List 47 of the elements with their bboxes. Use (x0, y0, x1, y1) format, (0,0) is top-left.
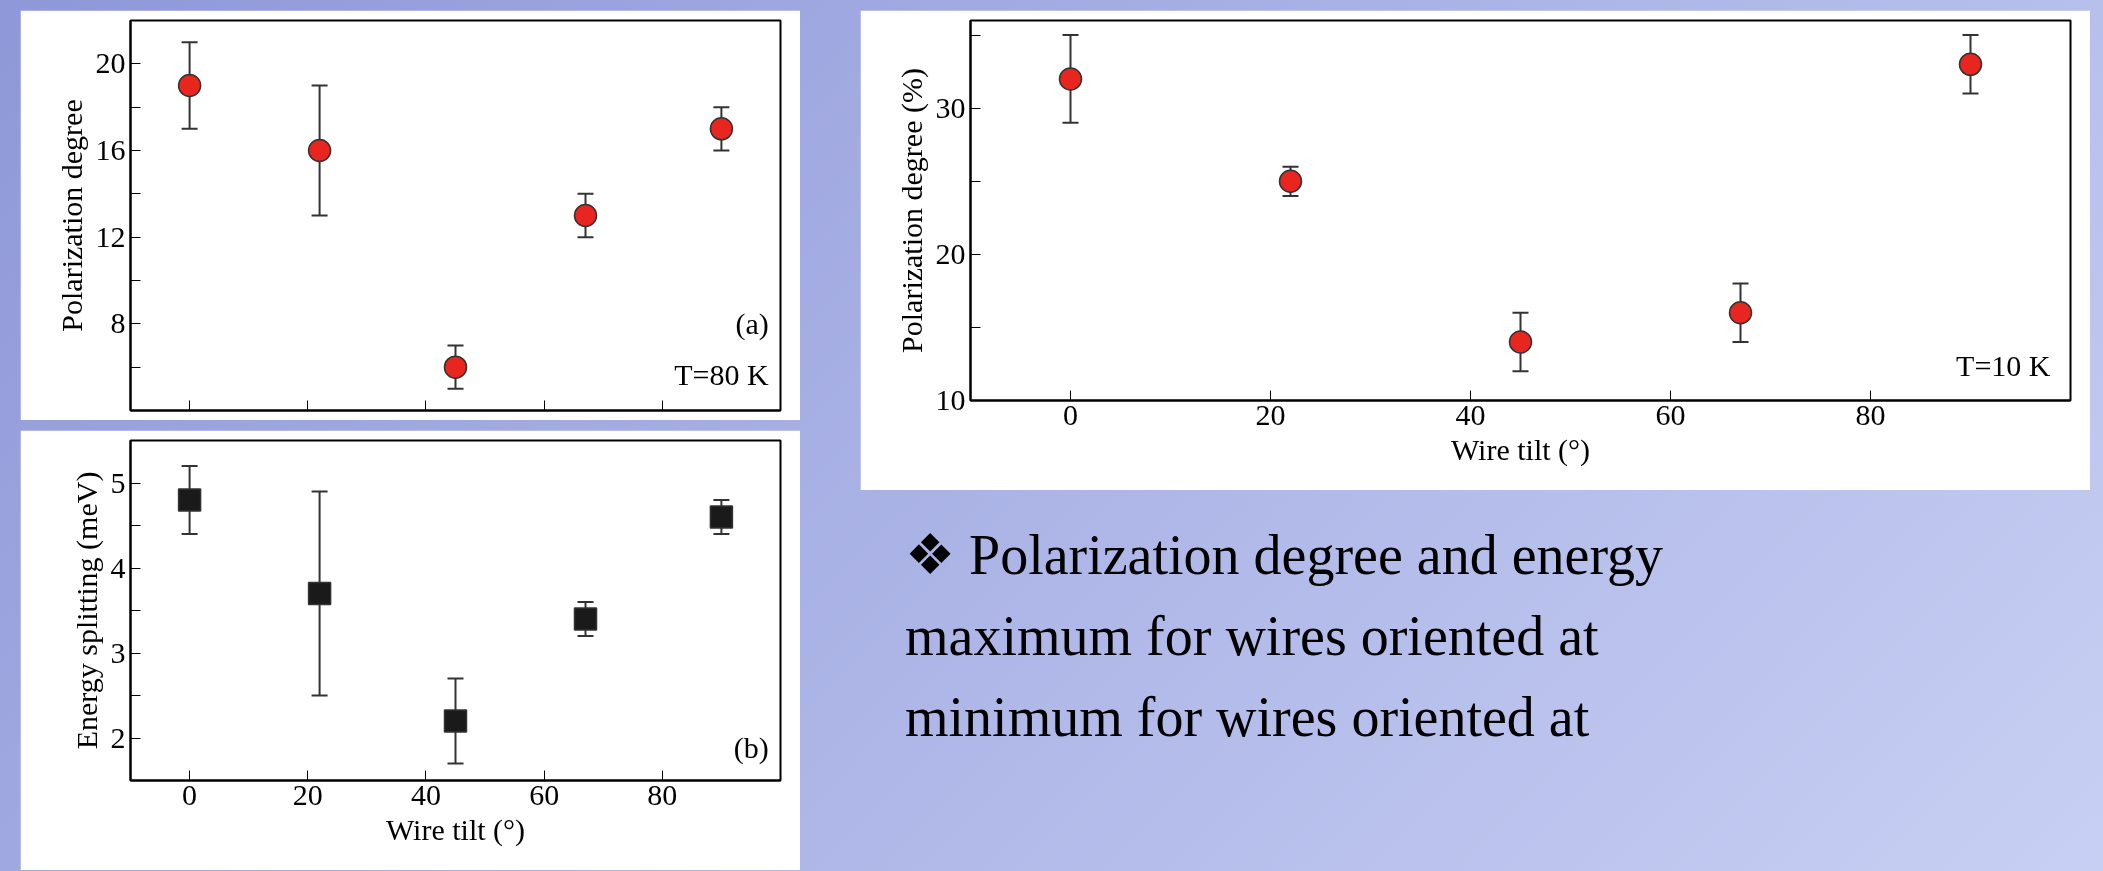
x-tick-label: 60 (1655, 397, 1686, 431)
x-tick-label: 0 (1063, 397, 1078, 431)
x-tick-label: 40 (1455, 397, 1486, 431)
y-axis-title: Energy splitting (meV) (69, 471, 104, 750)
point (177, 73, 202, 98)
y-tick-label: 4 (110, 550, 126, 584)
annotation: T=80 K (674, 358, 770, 391)
y-tick-label: 2 (110, 720, 126, 754)
point (1728, 301, 1753, 325)
text: maximum for wires oriented at (905, 605, 1599, 668)
y-tick-label: 10 (935, 383, 966, 416)
y-tick-label: 12 (95, 219, 126, 253)
x-tick-label: 40 (410, 777, 441, 811)
y-axis-title: Polarization degree (%) (894, 68, 929, 353)
y-axis-title: Polarization degree (54, 99, 88, 332)
point (1508, 330, 1533, 354)
point (443, 355, 468, 379)
x-tick-label: 80 (1855, 397, 1886, 431)
x-tick-label: 60 (529, 777, 560, 811)
y-tick-label: 30 (935, 90, 966, 124)
point (177, 488, 202, 512)
point (573, 203, 598, 228)
text: minimum for wires oriented at (905, 686, 1590, 749)
point (709, 505, 734, 529)
y-tick-label: 20 (95, 46, 126, 80)
x-tick-label: 80 (647, 777, 678, 811)
annotation: (a) (735, 307, 769, 342)
text: ❖ Polarization degree and energy (905, 524, 1664, 586)
y-tick-label: 16 (95, 133, 126, 166)
point (307, 581, 332, 606)
point (443, 709, 468, 733)
point (709, 117, 734, 141)
x-tick-label: 20 (292, 777, 323, 811)
y-tick-label: 8 (110, 306, 126, 340)
annotation: T=10 K (1956, 348, 2051, 382)
point (1958, 52, 1983, 77)
y-tick-label: 5 (110, 465, 126, 499)
point (1058, 67, 1083, 91)
annotation: (b) (733, 730, 769, 765)
x-axis-title: Wire tilt (°) (1450, 432, 1591, 467)
point (307, 138, 332, 163)
point (573, 607, 598, 631)
y-tick-label: 20 (935, 236, 966, 270)
x-tick-label: 20 (1255, 397, 1286, 431)
y-tick-label: 3 (110, 635, 126, 669)
x-tick-label: 0 (182, 777, 198, 811)
x-axis-title: Wire tilt (°) (385, 812, 526, 847)
